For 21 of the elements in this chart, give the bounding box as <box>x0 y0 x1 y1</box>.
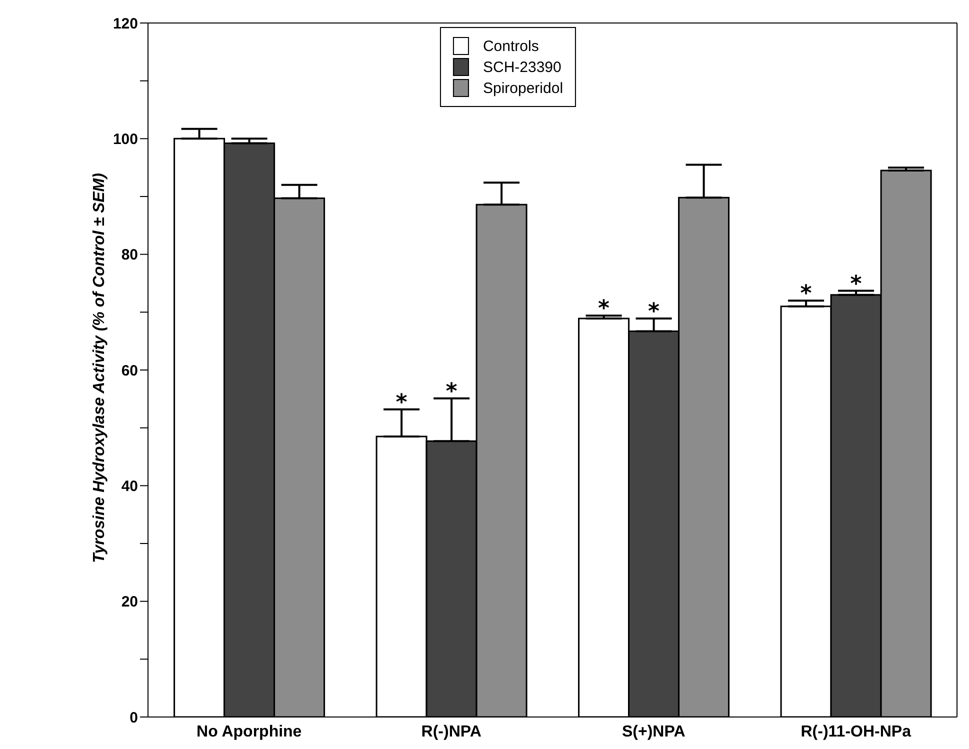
annotation: * <box>598 296 610 322</box>
y-tick-label: 20 <box>121 594 138 611</box>
annotation: * <box>800 282 812 307</box>
y-tick-label: 80 <box>121 246 138 264</box>
annotation: * <box>850 272 862 297</box>
y-tick-label: 60 <box>121 362 138 380</box>
x-tick-label: S(+)NPA <box>622 723 686 740</box>
legend-label: SCH-23390 <box>482 58 562 76</box>
y-tick-label: 120 <box>112 15 138 32</box>
x-tick-label: R(-)11-OH-NPa <box>800 723 912 740</box>
legend-label: Spiroperidol <box>482 79 564 97</box>
legend-label: Controls <box>482 37 540 55</box>
annotation: * <box>396 390 408 416</box>
y-tick-label: 40 <box>121 478 138 495</box>
annotation: * <box>446 379 458 404</box>
y-tick-label: 0 <box>130 709 138 726</box>
annotation: * <box>648 300 660 325</box>
y-axis-title: Tyrosine Hydroxylase Activity (% of Control ± SEM) <box>91 173 109 563</box>
x-tick-label: No Aporphine <box>196 723 302 740</box>
x-tick-label: R(-)NPA <box>421 723 482 740</box>
y-tick-label: 100 <box>112 130 138 148</box>
